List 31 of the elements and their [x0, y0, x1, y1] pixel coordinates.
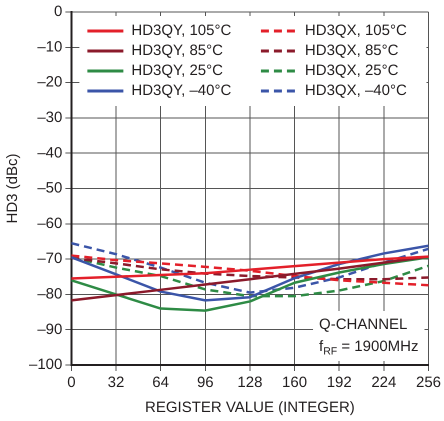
- legend-label: HD3QX, –40°C: [304, 82, 407, 100]
- x-tick-label: 0: [67, 374, 76, 392]
- y-axis-title: HD3 (dBc): [4, 153, 22, 224]
- x-tick-label: 96: [196, 374, 214, 392]
- legend-label: HD3QY, 25°C: [131, 62, 224, 80]
- legend-label: HD3QY, 105°C: [131, 22, 232, 40]
- x-axis-title: REGISTER VALUE (INTEGER): [145, 399, 355, 416]
- legend-label: HD3QX, 25°C: [304, 62, 399, 80]
- y-tick-label: –50: [37, 180, 62, 197]
- x-tick-label: 128: [237, 374, 262, 392]
- x-tick-label: 160: [282, 374, 308, 392]
- x-tick-label: 64: [152, 374, 169, 392]
- legend-label: HD3QY, –40°C: [131, 82, 232, 100]
- y-tick-label: –60: [37, 214, 62, 232]
- legend-label: HD3QX, 105°C: [304, 22, 407, 40]
- y-tick-label: –10: [37, 38, 62, 56]
- legend-label: HD3QX, 85°C: [304, 42, 399, 60]
- x-tick-label: 32: [108, 374, 124, 392]
- x-tick-label: 256: [416, 374, 441, 392]
- x-tick-label: 192: [326, 374, 352, 392]
- y-tick-label: –90: [37, 320, 62, 338]
- annotation: Q-CHANNEL: [319, 316, 408, 334]
- x-tick-label: 224: [371, 374, 396, 392]
- y-tick-label: –30: [37, 109, 62, 126]
- y-tick-label: –70: [37, 250, 62, 268]
- y-tick-label: –80: [37, 286, 62, 303]
- y-tick-label: –100: [28, 356, 62, 374]
- y-tick-label: –40: [37, 144, 62, 162]
- y-tick-label: –20: [37, 74, 62, 91]
- y-tick-label: 0: [54, 3, 62, 20]
- legend-label: HD3QY, 85°C: [131, 42, 224, 60]
